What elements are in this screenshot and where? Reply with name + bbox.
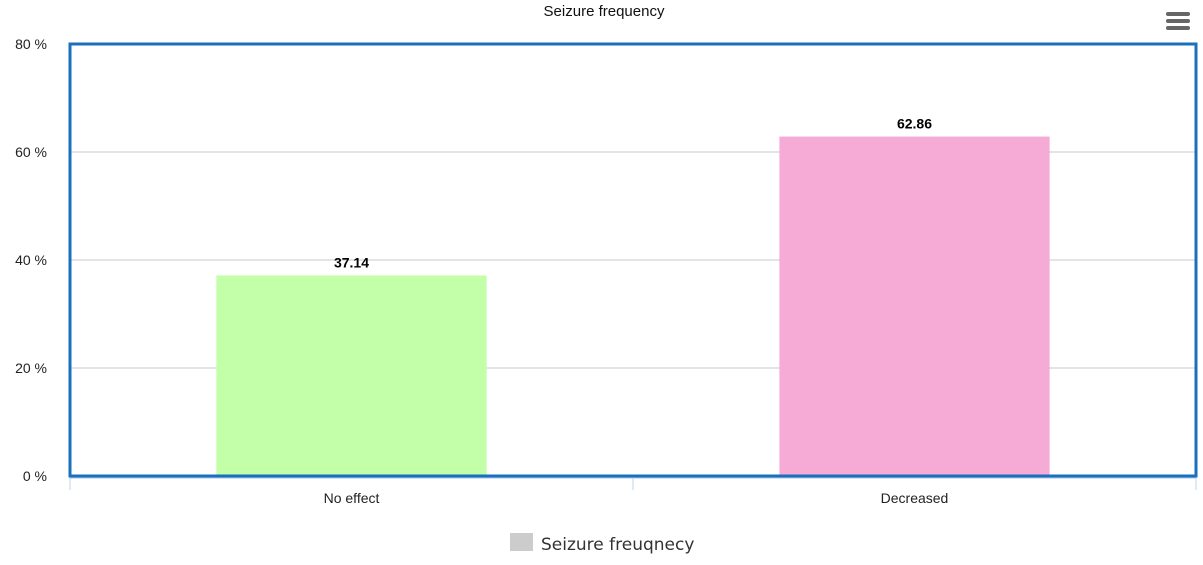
- chart-title: Seizure frequency: [544, 3, 665, 20]
- plot-area-border: [68, 42, 1198, 478]
- bar-no-effect[interactable]: [216, 275, 487, 476]
- y-tick-label: 60 %: [15, 144, 47, 160]
- legend-swatch: [510, 533, 533, 551]
- y-tick-label: 80 %: [15, 36, 47, 52]
- bars: [216, 136, 1050, 476]
- y-tick-label: 20 %: [15, 360, 47, 376]
- legend-label: Seizure freuqnecy: [541, 535, 694, 555]
- x-tick-label: No effect: [324, 490, 380, 506]
- y-tick-label: 40 %: [15, 252, 47, 268]
- legend[interactable]: Seizure freuqnecy: [510, 533, 694, 555]
- y-axis: 0 % 20 % 40 % 60 % 80 %: [15, 36, 47, 484]
- bar-decreased[interactable]: [779, 136, 1050, 476]
- data-label: 62.86: [897, 116, 932, 132]
- hamburger-menu-icon[interactable]: [1163, 8, 1193, 34]
- x-axis: No effect Decreased: [69, 477, 1197, 506]
- data-labels: 37.14 62.86: [334, 116, 932, 271]
- x-tick-label: Decreased: [881, 490, 949, 506]
- y-tick-label: 0 %: [23, 468, 47, 484]
- data-label: 37.14: [334, 254, 369, 270]
